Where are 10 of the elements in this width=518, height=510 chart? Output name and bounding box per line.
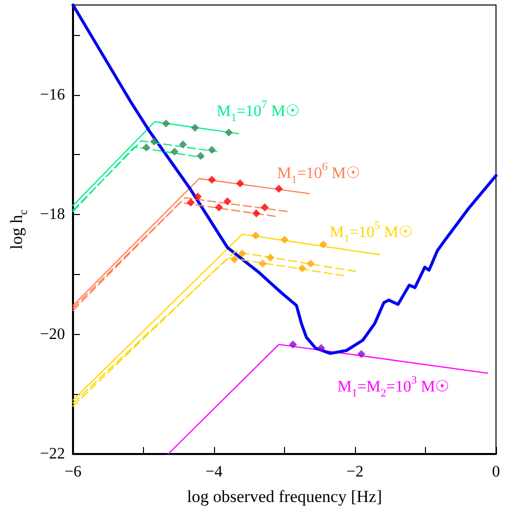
x-tick-label: −2 bbox=[346, 464, 364, 480]
y-tick-label: −18 bbox=[40, 206, 65, 224]
x-tick-label: −4 bbox=[205, 464, 223, 480]
x-tick-label: −6 bbox=[64, 464, 82, 480]
x-tick-label: 0 bbox=[492, 464, 500, 480]
x-axis-title: log observed frequency [Hz] bbox=[187, 487, 382, 506]
y-axis-title: log hc bbox=[7, 210, 30, 250]
y-tick-label: −16 bbox=[40, 86, 65, 104]
y-tick-label: −20 bbox=[40, 326, 65, 343]
y-tick-label: −22 bbox=[40, 446, 65, 462]
